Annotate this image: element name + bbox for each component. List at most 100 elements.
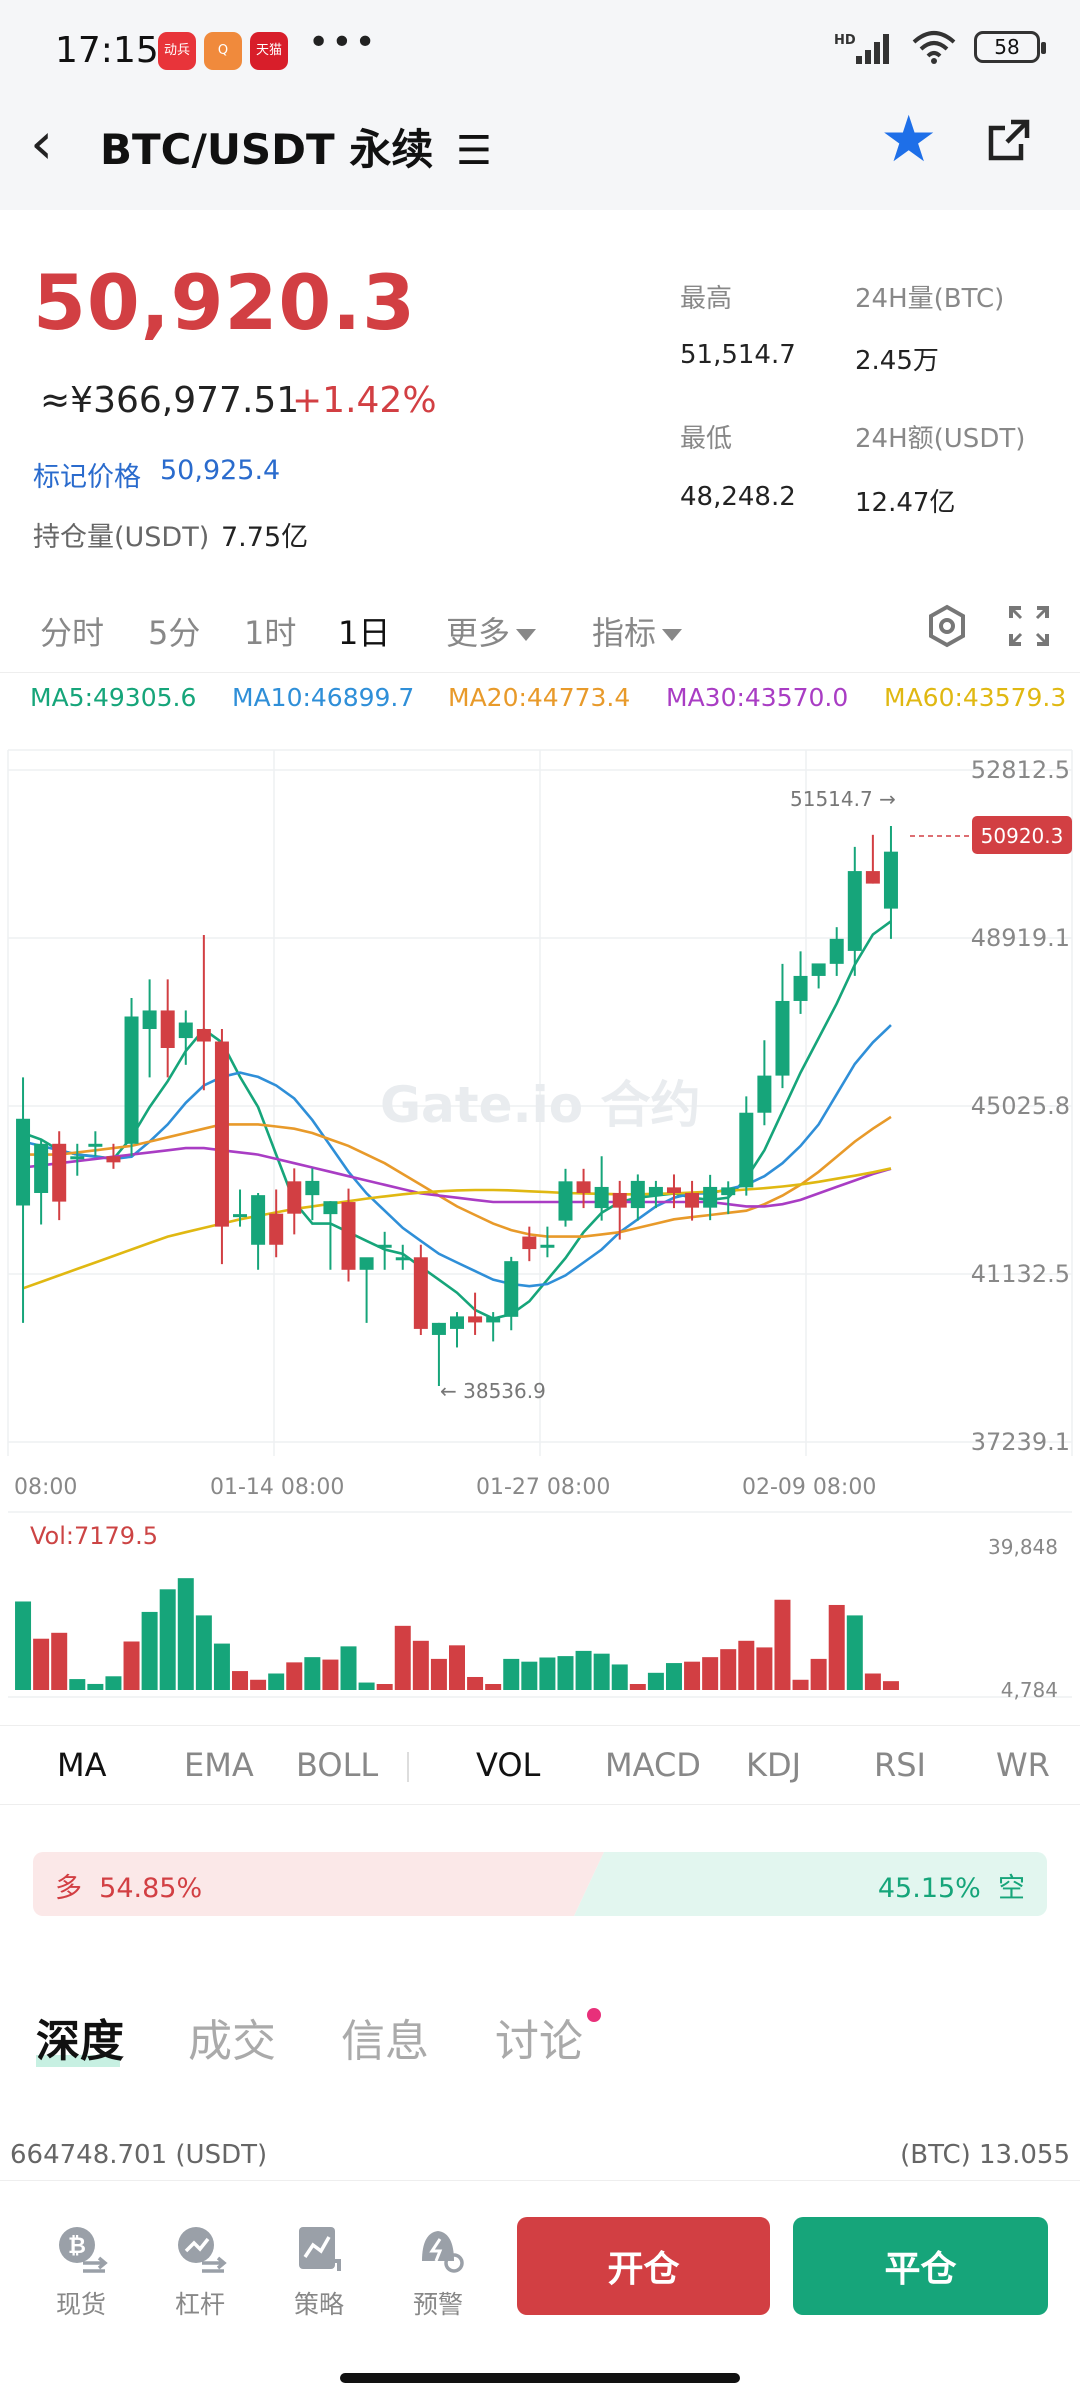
nav-alert[interactable]: 预警 [393,2221,483,2321]
volume-bar [69,1679,86,1690]
tab-indicator-boll[interactable]: BOLL [296,1746,379,1784]
cny-price: ≈¥366,977.51 [40,380,300,421]
chevron-down-icon [516,629,537,641]
vol-btc-value: 2.45万 [855,346,939,376]
tab-info[interactable]: 信息 [341,2016,429,2067]
notification-app-icon: 天猫 [250,32,288,70]
candlestick-chart[interactable]: Gate.io 合约 52812.5 48919.1 45025.8 41132.5 3… [0,730,1080,1730]
spot-icon: ₿ [59,2227,108,2273]
candle-body [612,1192,627,1208]
volume-bar [774,1599,791,1690]
page-title: BTC/USDT 永续 [100,125,434,174]
more-notifications-icon: ••• [308,22,378,63]
nav-spot[interactable]: ₿ 现货 [36,2221,126,2321]
pair-selector[interactable]: BTC/USDT 永续 ☰ [100,116,492,177]
volume-min-label: 4,784 [1001,1678,1058,1702]
tab-depth[interactable]: 深度 [36,2016,124,2067]
candle-body [450,1316,464,1329]
candle-body [106,1156,121,1163]
candle-body [847,871,862,951]
candle-body [341,1202,356,1270]
candle-body [431,1322,446,1335]
signal-icon: HD [834,33,889,64]
volume-bar [33,1638,50,1690]
current-price-tag-text: 50920.3 [981,824,1064,848]
volume-label: Vol:7179.5 [30,1522,158,1550]
depth-right-total: (BTC) 13.055 [900,2140,1070,2170]
volume-bar [503,1658,520,1690]
volume-bar [846,1615,863,1690]
candle-body [305,1180,320,1196]
short-percent: 45.15% [877,1873,981,1904]
volume-bar [665,1663,682,1690]
candle-body [142,1010,157,1030]
home-indicator [340,2373,740,2383]
tab-indicator-vol[interactable]: VOL [476,1746,541,1784]
candle-body [685,1192,700,1208]
favorite-star-icon[interactable]: ★ [880,103,938,177]
candle-body [558,1181,573,1221]
nav-strategy[interactable]: 策略 [274,2221,364,2321]
volume-bar [738,1640,755,1690]
candle-body [395,1257,410,1261]
tab-indicator-wr[interactable]: WR [996,1746,1050,1784]
long-ratio-text: 多 54.85% [55,1866,202,1905]
volume-bar [123,1641,140,1690]
ma-line-ma60 [22,1167,892,1290]
volume-bar [394,1625,411,1690]
tab-indicator-ma[interactable]: MA [57,1746,107,1784]
app-header: ‹ BTC/USDT 永续 ☰ ★ [0,100,1080,210]
fullscreen-icon[interactable] [1007,604,1051,648]
candle-body [377,1244,392,1248]
tab-interval-1h[interactable]: 1时 [244,614,297,652]
svg-text:₿: ₿ [68,2234,86,2259]
ma-values-row: MA5:49305.6 MA10:46899.7 MA20:44773.4 MA… [0,672,1080,728]
annotations: 51514.7 → ← 38536.9 50920.3 [440,787,1072,1403]
tab-interval-5m[interactable]: 5分 [148,614,201,652]
open-position-button[interactable]: 开仓 [517,2217,770,2315]
depth-summary-row: 664748.701 (USDT) (BTC) 13.055 [0,2140,1080,2180]
x-tick-label: 01-27 08:00 [476,1475,610,1500]
candle-body [703,1186,718,1208]
x-tick-label: 02-09 08:00 [742,1475,876,1500]
mark-price-label[interactable]: 标记价格 [33,462,141,493]
tab-trades[interactable]: 成交 [188,2016,276,2067]
more-intervals-dropdown[interactable]: 更多 [446,608,537,654]
menu-icon: ☰ [455,128,492,174]
share-icon[interactable] [985,116,1033,164]
open-interest: 7.75亿 [221,522,309,553]
x-axis-labels: 08:00 01-14 08:00 01-27 08:00 02-09 08:00 [14,1475,876,1500]
candle-body [486,1316,501,1323]
volume-bar [159,1589,176,1690]
y-tick-label: 52812.5 [971,756,1070,784]
volume-bar [412,1640,429,1690]
high-annotation: 51514.7 → [790,787,896,811]
indicators-dropdown[interactable]: 指标 [592,608,683,654]
status-time: 17:15 [55,30,159,71]
indicator-tabs: MA EMA BOLL VOL MACD KDJ RSI WR [0,1725,1080,1805]
chart-settings-icon[interactable] [925,604,969,648]
tab-discussion[interactable]: 讨论 [495,2016,583,2067]
back-button[interactable]: ‹ [30,109,54,177]
nav-alert-label: 预警 [412,2290,463,2319]
nav-margin-label: 杠杆 [174,2290,225,2319]
nav-margin[interactable]: 杠杆 [155,2221,245,2321]
long-percent: 54.85% [99,1873,203,1904]
ticker-panel: 50,920.3 ≈¥366,977.51 +1.42% 标记价格 50,925… [0,210,1080,580]
tab-interval-1d[interactable]: 1日 [338,614,391,652]
tab-indicator-rsi[interactable]: RSI [874,1746,926,1784]
candle-body [666,1187,681,1193]
tab-indicator-kdj[interactable]: KDJ [746,1746,802,1784]
volume-bar [864,1673,881,1690]
close-position-button[interactable]: 平仓 [793,2217,1048,2315]
tab-indicator-ema[interactable]: EMA [184,1746,254,1784]
candle-body [196,1029,211,1042]
volume-bar [232,1671,249,1690]
candle-body [865,871,880,884]
tab-interval-timeshare[interactable]: 分时 [40,614,105,652]
tab-indicator-macd[interactable]: MACD [605,1746,701,1784]
low-value: 48,248.2 [680,482,796,512]
network-type: HD [834,33,856,48]
volume-bar [792,1679,809,1690]
volume-bar [430,1658,447,1690]
